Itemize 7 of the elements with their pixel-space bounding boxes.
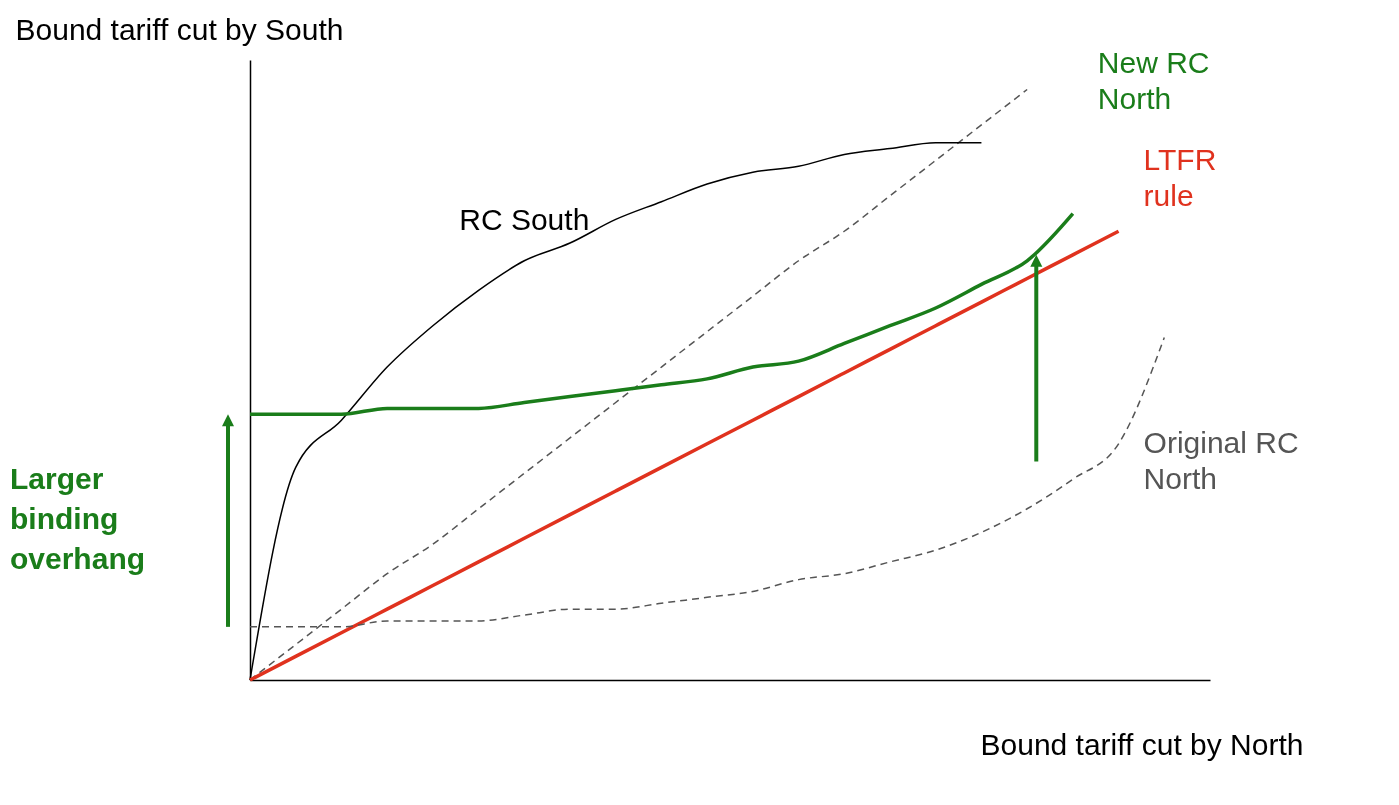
series-label: RC South	[459, 202, 590, 236]
series-label: LTFR rule	[1143, 143, 1217, 213]
text: Larger binding overhang	[10, 462, 146, 575]
y-axis-title: Bound tariff cut by South	[15, 12, 344, 46]
series-label: Original RC North	[1143, 425, 1299, 495]
text: New RC North	[1097, 45, 1210, 115]
x-axis-title: Bound tariff cut by North	[980, 727, 1304, 761]
